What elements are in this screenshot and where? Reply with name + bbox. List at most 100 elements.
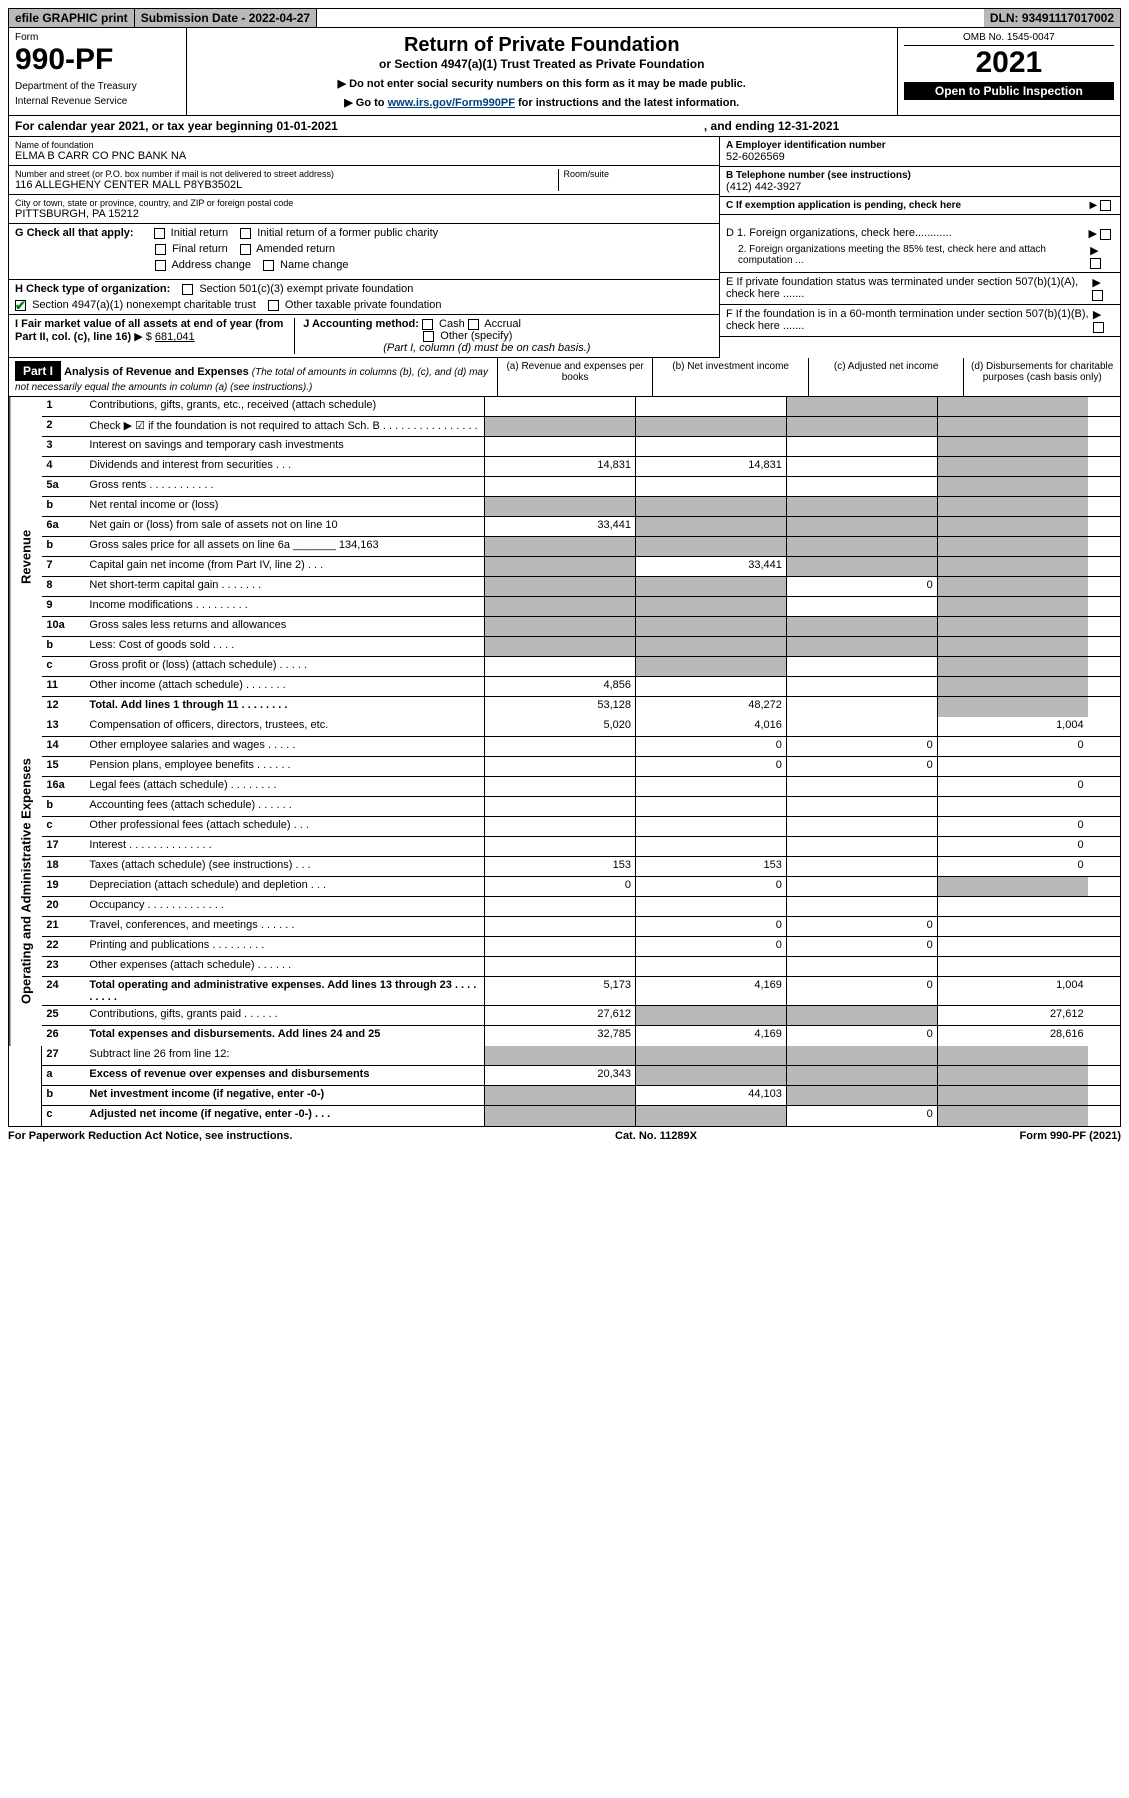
cell-shaded [786,1086,937,1105]
g-initial-return[interactable] [154,228,165,239]
g-address-change[interactable] [155,260,166,271]
cell-shaded [937,1066,1088,1085]
cell-shaded [484,417,635,436]
addr-label: Number and street (or P.O. box number if… [15,169,554,179]
table-row: 12Total. Add lines 1 through 11 . . . . … [42,697,1120,717]
cell-shaded [484,577,635,596]
cell-value: 27,612 [484,1006,635,1025]
phone-label: B Telephone number (see instructions) [726,170,1114,181]
cell-value: 0 [937,737,1088,756]
form-header: Form 990-PF Department of the Treasury I… [8,28,1121,116]
cell-value: 0 [937,857,1088,876]
f-checkbox[interactable] [1093,322,1104,333]
address-cell: Number and street (or P.O. box number if… [9,166,719,195]
e-label: E If private foundation status was termi… [726,276,1092,300]
cell-shaded [937,597,1088,616]
cell-shaded [786,497,937,516]
table-row: 26Total expenses and disbursements. Add … [42,1026,1120,1046]
line-num: 11 [42,677,85,696]
cell-value [484,897,635,916]
cell-value: 33,441 [484,517,635,536]
j-other[interactable] [423,331,434,342]
d1-checkbox[interactable] [1100,229,1111,240]
cell-shaded [786,417,937,436]
cell-value: 20,343 [484,1066,635,1085]
line-desc: Contributions, gifts, grants, etc., rece… [85,397,484,416]
footer-center: Cat. No. 11289X [615,1130,697,1142]
cell-shaded [937,617,1088,636]
line-desc: Other income (attach schedule) . . . . .… [85,677,484,696]
form-title: Return of Private Foundation [193,34,891,57]
part1-label: Part I [15,361,61,381]
table-row: cGross profit or (loss) (attach schedule… [42,657,1120,677]
cell-shaded [937,497,1088,516]
line-num: 26 [42,1026,85,1046]
g-amended[interactable] [240,244,251,255]
e-checkbox[interactable] [1092,290,1103,301]
d-row: D 1. Foreign organizations, check here..… [720,224,1120,273]
efile-label[interactable]: efile GRAPHIC print [9,9,135,27]
ein-label: A Employer identification number [726,140,1114,151]
cell-value: 0 [635,917,786,936]
table-row: 13Compensation of officers, directors, t… [42,717,1120,737]
cell-shaded [786,1006,937,1025]
cell-shaded [786,1046,937,1065]
ein-value: 52-6026569 [726,151,1114,163]
i-j-row: I Fair market value of all assets at end… [9,315,719,358]
c-checkbox[interactable] [1100,200,1111,211]
line-desc: Printing and publications . . . . . . . … [85,937,484,956]
cell-value: 0 [635,757,786,776]
cell-value [786,877,937,896]
line-num: 15 [42,757,85,776]
d2-checkbox[interactable] [1090,258,1101,269]
cell-value: 4,016 [635,717,786,736]
line-desc: Depreciation (attach schedule) and deple… [85,877,484,896]
cell-shaded [635,537,786,556]
h-4947[interactable] [15,300,26,311]
h-501c3[interactable] [182,284,193,295]
table-row: bGross sales price for all assets on lin… [42,537,1120,557]
cell-value: 0 [635,737,786,756]
cell-value [484,957,635,976]
cell-value: 0 [937,817,1088,836]
cell-shaded [937,557,1088,576]
line-desc: Other professional fees (attach schedule… [85,817,484,836]
line-desc: Pension plans, employee benefits . . . .… [85,757,484,776]
cell-value [635,837,786,856]
table-row: 17Interest . . . . . . . . . . . . . .0 [42,837,1120,857]
line-num: 9 [42,597,85,616]
revenue-label: Revenue [9,397,42,717]
irs-link[interactable]: www.irs.gov/Form990PF [388,97,515,109]
line-num: 5a [42,477,85,496]
cell-shaded [635,637,786,656]
cell-shaded [786,617,937,636]
cell-value [635,957,786,976]
cell-shaded [937,537,1088,556]
g-final[interactable] [155,244,166,255]
line-num: c [42,1106,85,1126]
form-label: Form [15,32,180,43]
cell-value [484,737,635,756]
line-num: 18 [42,857,85,876]
addr-value: 116 ALLEGHENY CENTER MALL P8YB3502L [15,179,554,191]
g-initial-public[interactable] [240,228,251,239]
cell-shaded [937,457,1088,476]
j-accrual[interactable] [468,319,479,330]
g-name-change[interactable] [263,260,274,271]
line-desc: Dividends and interest from securities .… [85,457,484,476]
cell-value: 33,441 [635,557,786,576]
cell-value [786,797,937,816]
cell-shaded [937,417,1088,436]
cell-value: 27,612 [937,1006,1088,1025]
h-other-taxable[interactable] [268,300,279,311]
g-check-row: G Check all that apply: Initial return I… [9,224,719,280]
cell-shaded [484,1106,635,1126]
g-label: G Check all that apply: [15,227,134,239]
table-row: 11Other income (attach schedule) . . . .… [42,677,1120,697]
cell-shaded [484,1086,635,1105]
table-row: aExcess of revenue over expenses and dis… [42,1066,1120,1086]
j-cash[interactable] [422,319,433,330]
f-row: F If the foundation is in a 60-month ter… [720,305,1120,337]
table-row: bLess: Cost of goods sold . . . . [42,637,1120,657]
cell-value: 53,128 [484,697,635,717]
